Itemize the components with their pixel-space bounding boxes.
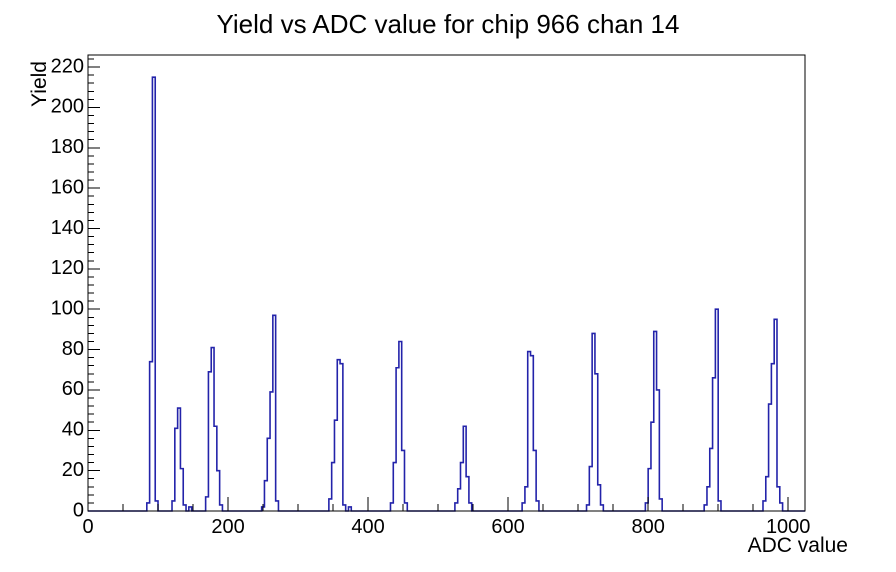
plot-frame [87,54,806,512]
y-tick-label: 140 [51,217,84,239]
x-axis-title: ADC value [748,534,848,557]
x-tick-label: 400 [351,516,384,538]
histogram-path [88,76,805,512]
y-tick-label: 180 [51,136,84,158]
x-tick-label: 0 [82,516,93,538]
y-tick-label: 20 [62,459,84,481]
x-tick-label: 800 [631,516,664,538]
x-tick-label: 1000 [766,516,811,538]
y-tick-label: 220 [51,55,84,77]
y-axis-title: Yield [28,61,51,107]
y-tick-label: 100 [51,298,84,320]
y-tick-label: 120 [51,257,84,279]
x-tick-label: 200 [211,516,244,538]
y-tick-label: 200 [51,96,84,118]
axis-tick-labels: 0 200 400 600 800 1000 0 20 40 60 80 100 120 140 160 18… [51,55,811,538]
y-tick-label: 40 [62,419,84,441]
chart-title: Yield vs ADC value for chip 966 chan 14 [217,9,680,39]
y-tick-label: 0 [73,499,84,521]
y-tick-label: 160 [51,176,84,198]
x-tick-label: 600 [491,516,524,538]
y-tick-label: 60 [62,378,84,400]
y-tick-label: 80 [62,338,84,360]
axis-ticks [87,58,789,512]
